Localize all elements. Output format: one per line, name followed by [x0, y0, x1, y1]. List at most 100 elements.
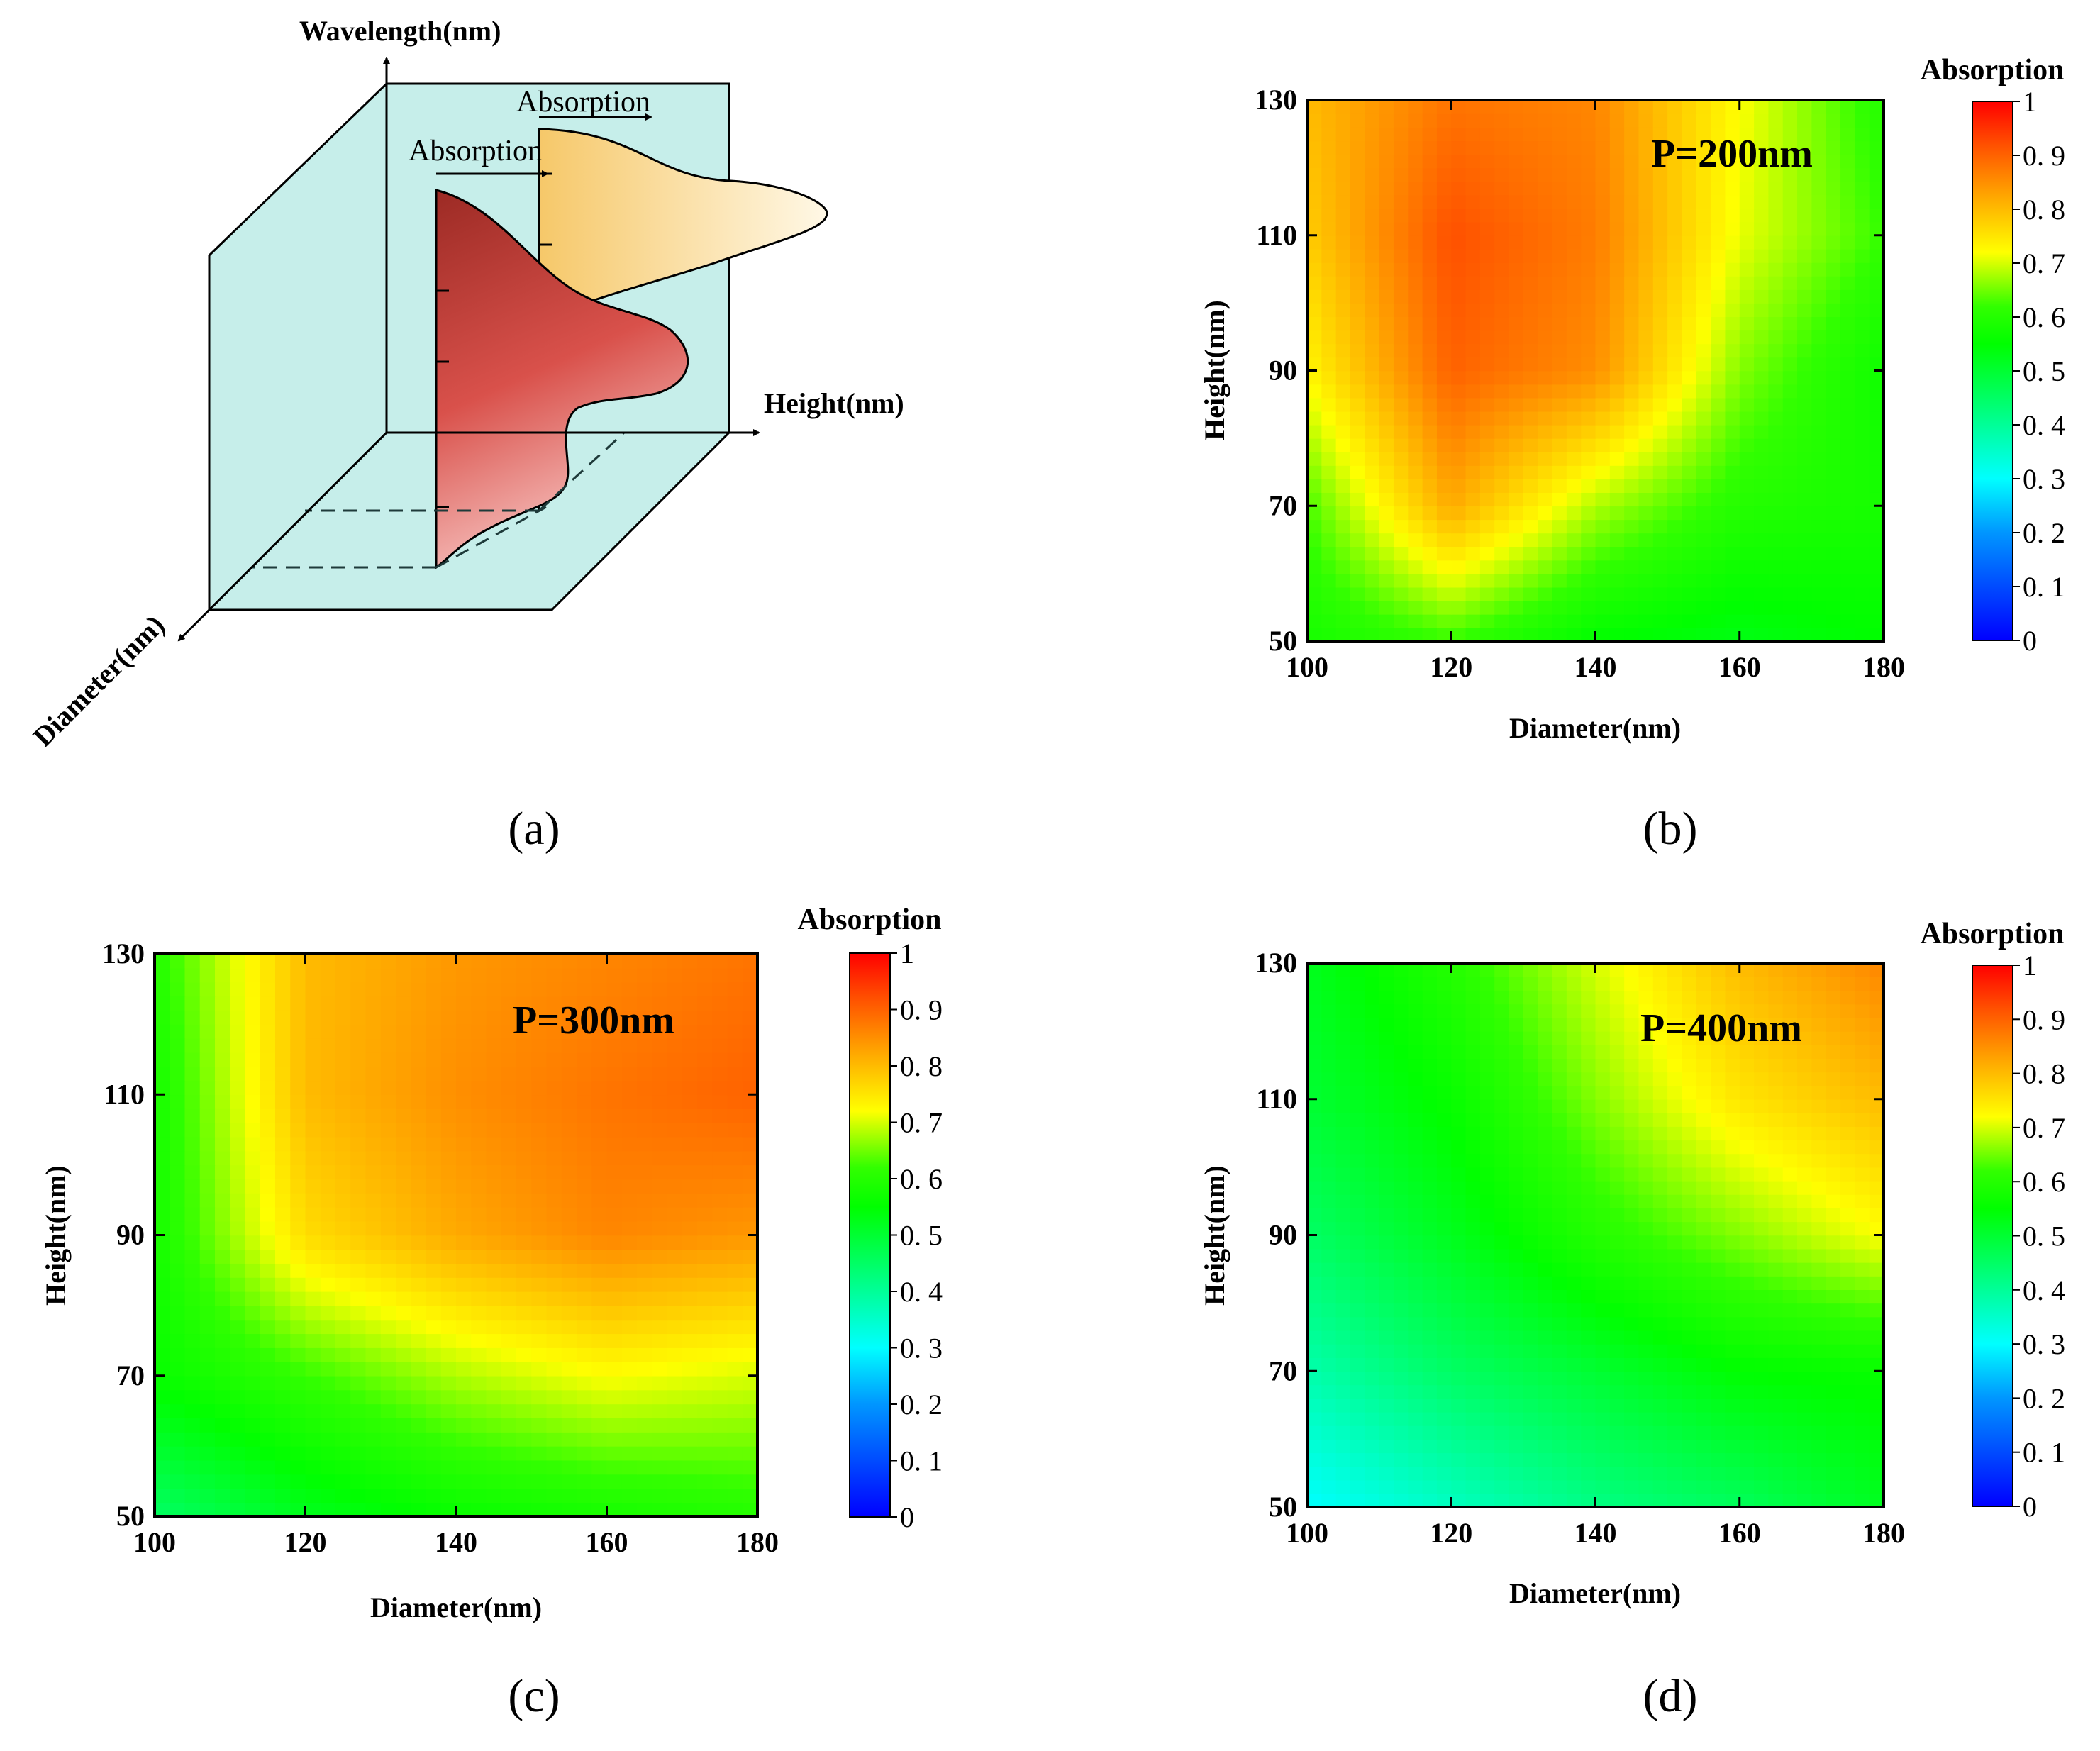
heatmap-cell [516, 1403, 533, 1419]
heatmap-cell [1595, 1126, 1611, 1141]
heatmap-cell [245, 1179, 261, 1194]
heatmap-cell [1321, 627, 1337, 642]
heatmap-cell [1350, 1167, 1366, 1182]
heatmap-cell [742, 1122, 758, 1138]
heatmap-cell [1609, 613, 1625, 628]
heatmap-cell [184, 967, 201, 983]
heatmap-cell [1479, 1439, 1496, 1454]
heatmap-cell [1451, 370, 1467, 385]
heatmap-cell [1523, 113, 1539, 128]
heatmap-cell [1494, 221, 1510, 236]
heatmap-cell [1667, 181, 1683, 196]
heatmap-cell [1811, 1411, 1827, 1426]
heatmap-cell [440, 1179, 457, 1194]
heatmap-cell [184, 1150, 201, 1166]
heatmap-cell [1638, 1099, 1654, 1113]
heatmap-cell [1595, 221, 1611, 236]
heatmap-cell [1682, 208, 1697, 223]
heatmap-cell [365, 1080, 382, 1096]
heatmap-cell [365, 982, 382, 997]
heatmap-cell [1422, 1099, 1438, 1113]
heatmap-cell [184, 1249, 201, 1264]
heatmap-cell [1523, 519, 1539, 534]
heatmap-cell [516, 1333, 533, 1348]
heatmap-cell [667, 1024, 683, 1039]
heatmap-cell [546, 1094, 562, 1109]
heatmap-cell [1451, 1180, 1467, 1195]
heatmap-cell [320, 1347, 336, 1362]
heatmap-cell [1451, 546, 1467, 561]
heatmap-cell [411, 1347, 427, 1362]
heatmap-cell [606, 1193, 623, 1208]
heatmap-cell [456, 1432, 472, 1447]
heatmap-cell [1335, 303, 1351, 318]
heatmap-cell [1436, 977, 1452, 991]
heatmap-cell [591, 1108, 608, 1123]
dashed-guides [252, 431, 626, 569]
heatmap-cell [155, 1347, 171, 1362]
heatmap-cell [1436, 343, 1452, 358]
heatmap-cell [1797, 1045, 1813, 1060]
heatmap-cell [637, 1333, 653, 1348]
heatmap-cell [1509, 1004, 1524, 1018]
heatmap-cell [591, 1502, 608, 1517]
heatmap-cell [199, 1235, 216, 1250]
heatmap-cell [1711, 546, 1726, 561]
heatmap-cell [1768, 154, 1784, 169]
heatmap-cell [1869, 560, 1884, 574]
heatmap-cell [245, 1108, 261, 1123]
heatmap-cell [1725, 1262, 1740, 1277]
heatmap-cell [1811, 1017, 1827, 1032]
heatmap-cell [1408, 479, 1423, 493]
heatmap-cell [471, 1474, 487, 1489]
heatmap-cell [1609, 262, 1625, 277]
heatmap-cell [1436, 1398, 1452, 1413]
heatmap-cell [1350, 573, 1366, 588]
heatmap-cell [1609, 1180, 1625, 1195]
heatmap-cell [260, 1136, 276, 1152]
heatmap-cell [1379, 587, 1394, 601]
heatmap-cell [1652, 990, 1668, 1005]
heatmap-cell [1307, 479, 1323, 493]
heatmap-cell [1667, 1045, 1683, 1060]
heatmap-cell [1652, 100, 1668, 114]
heatmap-cell [335, 1179, 352, 1194]
heatmap-cell [1711, 167, 1726, 182]
heatmap-cell [1595, 533, 1611, 547]
heatmap-cell [1321, 1289, 1337, 1304]
heatmap-cell [531, 1221, 548, 1236]
heatmap-cell [561, 954, 577, 969]
heatmap-cell [742, 1445, 758, 1461]
heatmap-cell [501, 1291, 517, 1306]
heatmap-cell [546, 1432, 562, 1447]
heatmap-cell [1479, 357, 1496, 372]
heatmap-cell [1552, 100, 1567, 114]
y-tick-label: 110 [1256, 219, 1297, 251]
heatmap-cell [305, 1164, 321, 1180]
heatmap-cell [1538, 127, 1553, 142]
heatmap-cell [1494, 1045, 1510, 1060]
heatmap-cell [712, 1291, 728, 1306]
heatmap-cell [1365, 479, 1380, 493]
heatmap-cell [170, 1502, 186, 1517]
heatmap-cell [411, 1333, 427, 1348]
heatmap-cell [411, 1502, 427, 1517]
heatmap-cell [1595, 1289, 1611, 1304]
heatmap-cell [1754, 1316, 1770, 1331]
heatmap-cell [245, 1010, 261, 1025]
heatmap-cell [1350, 113, 1366, 128]
heatmap-cell [1725, 1235, 1740, 1250]
heatmap-cell [1509, 560, 1524, 574]
heatmap-cell [546, 1263, 562, 1278]
heatmap-cell [305, 1235, 321, 1250]
heatmap-cell [1566, 235, 1582, 250]
heatmap-cell [1408, 1411, 1423, 1426]
heatmap-cell [335, 1038, 352, 1053]
heatmap-cell [350, 1445, 367, 1461]
heatmap-cell [1436, 1153, 1452, 1168]
heatmap-cell [1494, 275, 1510, 290]
heatmap-cell [440, 1389, 457, 1405]
heatmap-cell [1782, 1004, 1798, 1018]
heatmap-cell [1523, 1140, 1539, 1155]
